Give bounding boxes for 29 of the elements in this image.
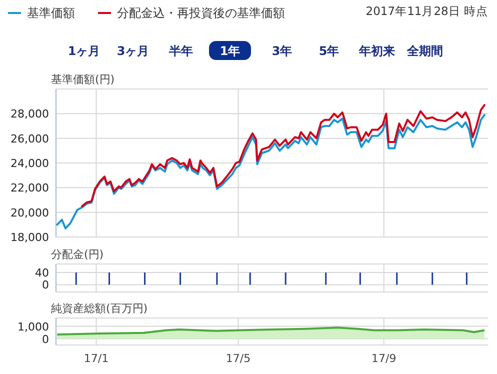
- y-axis-title: 純資産総額(百万円): [51, 302, 148, 315]
- x-tick-label: 17/9: [371, 352, 396, 365]
- legend-label: 分配金込・再投資後の基準価額: [117, 6, 285, 20]
- text: 3年: [272, 44, 292, 58]
- legend-label: 基準価額: [27, 6, 75, 20]
- text: 3ヶ月: [116, 44, 150, 58]
- text: 1ヶ月: [68, 44, 100, 58]
- text: 全期間: [406, 44, 443, 58]
- x-tick-label: 17/1: [84, 352, 109, 365]
- y-tick-label: 28,000: [10, 108, 49, 121]
- y-tick-label: 22,000: [10, 182, 49, 195]
- line-series: [81, 104, 486, 208]
- y-tick-label: 0: [42, 332, 49, 346]
- y-tick-label: 26,000: [10, 132, 49, 146]
- chart-subtitle: 2017年11月28日 時点: [366, 4, 488, 18]
- y-axis-title: 分配金(円): [51, 248, 104, 261]
- text: 1年: [220, 44, 240, 58]
- y-axis-title: 基準価額(円): [51, 73, 115, 86]
- y-tick-label: 20,000: [10, 206, 49, 220]
- y-tick-label: 1,000: [18, 320, 49, 334]
- text: 年初来: [358, 44, 395, 58]
- text: 5年: [318, 44, 340, 58]
- text: 半年: [168, 44, 193, 58]
- y-tick-label: 24,000: [10, 157, 49, 170]
- y-tick-label: 40: [35, 266, 49, 280]
- y-tick-label: 0: [42, 278, 49, 292]
- y-tick-label: 18,000: [10, 231, 49, 244]
- x-tick-label: 17/5: [226, 352, 251, 365]
- line-series: [56, 114, 486, 230]
